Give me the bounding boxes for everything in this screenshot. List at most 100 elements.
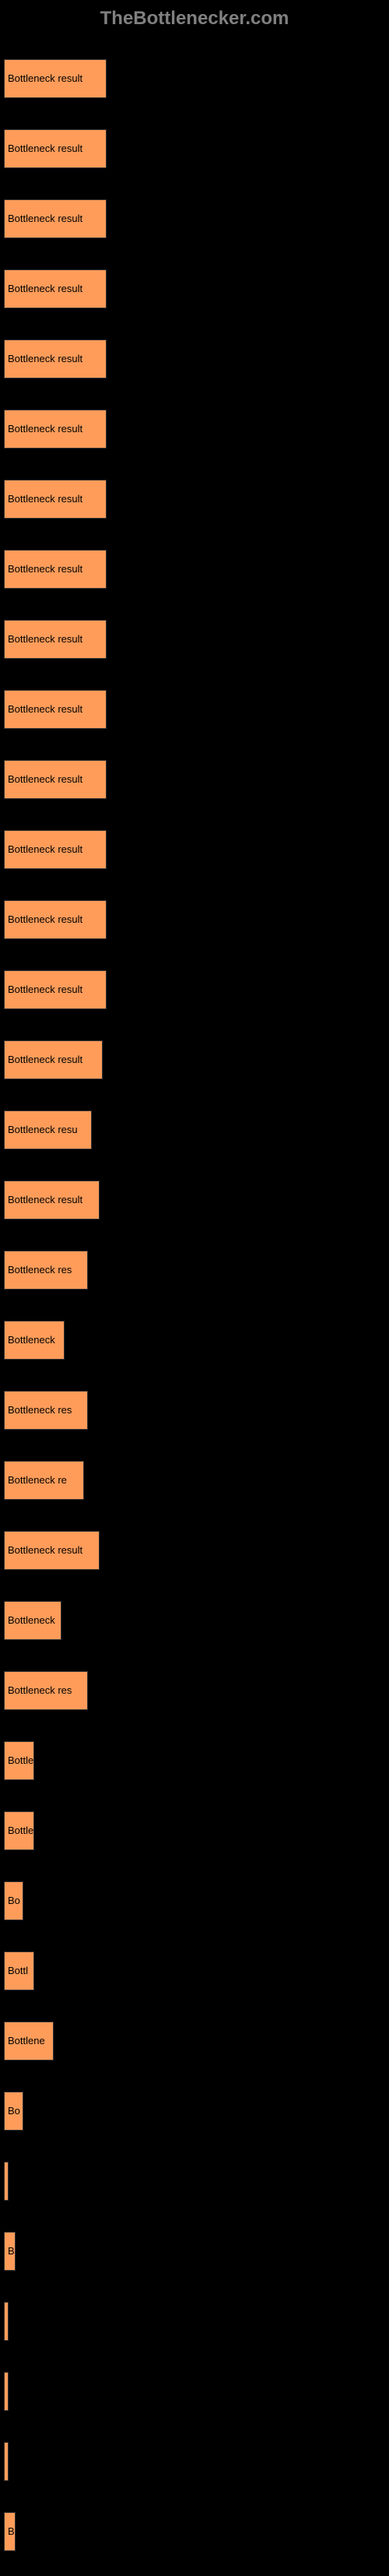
chart-bar: Bottleneck result <box>4 269 107 308</box>
chart-bar-row: Bottleneck result <box>4 1525 385 1575</box>
chart-bar-label: Bottleneck result <box>8 72 82 84</box>
chart-bar-label: Bottleneck res <box>8 1684 72 1696</box>
chart-bar: Bottleneck result <box>4 760 107 799</box>
chart-bar-label: Bottler <box>8 1754 34 1766</box>
chart-bar: Bottlene <box>4 2022 54 2060</box>
chart-bar-label: Bottleneck res <box>8 1404 72 1416</box>
chart-bar-row <box>4 2366 385 2416</box>
chart-bar-label: Bottleneck result <box>8 353 82 364</box>
chart-bar-label: Bottleneck result <box>8 1544 82 1556</box>
chart-bar-label: Bottleneck resu <box>8 1124 78 1135</box>
chart-bar: Bottleneck result <box>4 1181 100 1219</box>
chart-bar-label: Bottleneck result <box>8 493 82 505</box>
chart-bar: Bottleneck result <box>4 830 107 869</box>
chart-bar-label: Bottleneck result <box>8 283 82 294</box>
chart-bar-row: Bo <box>4 2085 385 2136</box>
chart-bar: Bottleneck result <box>4 59 107 98</box>
chart-bar: Bottleneck result <box>4 550 107 589</box>
chart-bar-row: Bottleneck res <box>4 1385 385 1435</box>
chart-bar-label: Bottleneck result <box>8 913 82 925</box>
chart-bar: Bottleneck re <box>4 1461 84 1500</box>
chart-bar: Bo <box>4 1881 23 1920</box>
chart-bar: Bottleneck result <box>4 340 107 378</box>
chart-bar-label: B <box>8 2245 15 2257</box>
chart-bar: Bottle <box>4 1811 34 1850</box>
chart-bar: Bottleneck result <box>4 480 107 519</box>
chart-bar: Bo <box>4 2092 23 2131</box>
chart-bar: Bottleneck result <box>4 900 107 939</box>
chart-bar-row: Bottleneck result <box>4 1174 385 1225</box>
chart-bar-label: Bottleneck result <box>8 1194 82 1205</box>
chart-bar-row: Bottleneck res <box>4 1244 385 1295</box>
chart-bar: Bottleneck result <box>4 970 107 1009</box>
chart-bar-row: Bottleneck <box>4 1595 385 1645</box>
chart-bar: Bottleneck res <box>4 1251 88 1290</box>
chart-bar: Bottleneck result <box>4 199 107 238</box>
chart-bar-row: Bottleneck resu <box>4 1104 385 1155</box>
chart-bar-row: B <box>4 2226 385 2276</box>
chart-bar-row: Bottleneck result <box>4 263 385 314</box>
chart-bar-label: Bottleneck res <box>8 1264 72 1276</box>
chart-bar: Bottleneck result <box>4 620 107 659</box>
chart-bar-row: Bottleneck result <box>4 614 385 664</box>
chart-bar-row: Bottle <box>4 1805 385 1856</box>
chart-bar: B <box>4 2512 16 2551</box>
chart-bar: Bottleneck result <box>4 1531 100 1570</box>
chart-bar-label: Bottleneck result <box>8 843 82 855</box>
chart-bar-row: Bottleneck result <box>4 123 385 174</box>
bottleneck-chart: Bottleneck result Bottleneck result Bottle… <box>0 53 389 2557</box>
chart-bar-row: Bottl <box>4 1945 385 1996</box>
chart-bar: Bottleneck <box>4 1601 61 1640</box>
chart-bar-label: Bottleneck result <box>8 143 82 154</box>
chart-bar: Bottleneck result <box>4 690 107 729</box>
chart-bar-label: Bottlene <box>8 2035 45 2046</box>
chart-bar-label: Bottleneck result <box>8 773 82 785</box>
chart-bar: Bottler <box>4 1741 34 1780</box>
chart-bar-label: Bottleneck result <box>8 703 82 715</box>
chart-bar-label: Bottleneck <box>8 1614 55 1626</box>
chart-bar <box>4 2442 9 2481</box>
chart-bar <box>4 2302 9 2341</box>
chart-bar-row: Bottleneck result <box>4 544 385 594</box>
chart-bar-label: Bo <box>8 2105 20 2117</box>
chart-bar-row: Bottleneck re <box>4 1455 385 1505</box>
chart-bar: Bottleneck <box>4 1321 65 1360</box>
site-logo: TheBottlenecker.com <box>0 8 389 30</box>
chart-bar-row: Bottlene <box>4 2015 385 2066</box>
chart-bar-row: Bottleneck result <box>4 403 385 454</box>
chart-bar-row: Bottleneck <box>4 1314 385 1365</box>
chart-bar-row: Bottleneck result <box>4 53 385 104</box>
chart-bar-row: Bottleneck result <box>4 894 385 945</box>
chart-bar: Bottleneck result <box>4 1040 103 1079</box>
chart-bar-row <box>4 2296 385 2346</box>
chart-bar-row <box>4 2436 385 2486</box>
chart-bar: Bottl <box>4 1951 34 1990</box>
chart-bar-label: Bottleneck result <box>8 213 82 224</box>
chart-bar-label: Bottleneck result <box>8 563 82 575</box>
chart-bar-row: Bottleneck result <box>4 193 385 244</box>
chart-bar-row: Bottleneck result <box>4 684 385 734</box>
chart-bar-label: Bottleneck result <box>8 423 82 435</box>
chart-bar: Bottleneck result <box>4 129 107 168</box>
chart-bar-row: Bottleneck result <box>4 824 385 875</box>
chart-bar: Bottleneck res <box>4 1391 88 1430</box>
chart-bar-row: Bottleneck result <box>4 333 385 384</box>
chart-bar: Bottleneck result <box>4 410 107 449</box>
chart-bar-row: Bottleneck result <box>4 1034 385 1085</box>
chart-bar: Bottleneck resu <box>4 1110 92 1149</box>
chart-bar-label: Bo <box>8 1895 20 1906</box>
chart-bar-label: Bottleneck re <box>8 1474 67 1486</box>
chart-bar-row: B <box>4 2506 385 2557</box>
chart-bar-row: Bottleneck result <box>4 473 385 524</box>
chart-bar-label: Bottleneck result <box>8 633 82 645</box>
chart-bar-label: Bottleneck result <box>8 984 82 995</box>
chart-bar: B <box>4 2232 16 2271</box>
chart-bar-row: Bo <box>4 1875 385 1926</box>
chart-bar-row: Bottleneck result <box>4 964 385 1015</box>
chart-bar <box>4 2162 9 2201</box>
chart-bar-label: B <box>8 2525 15 2537</box>
chart-bar <box>4 2372 9 2411</box>
chart-bar-row: Bottler <box>4 1735 385 1786</box>
chart-bar: Bottleneck res <box>4 1671 88 1710</box>
chart-bar-label: Bottleneck <box>8 1334 55 1346</box>
